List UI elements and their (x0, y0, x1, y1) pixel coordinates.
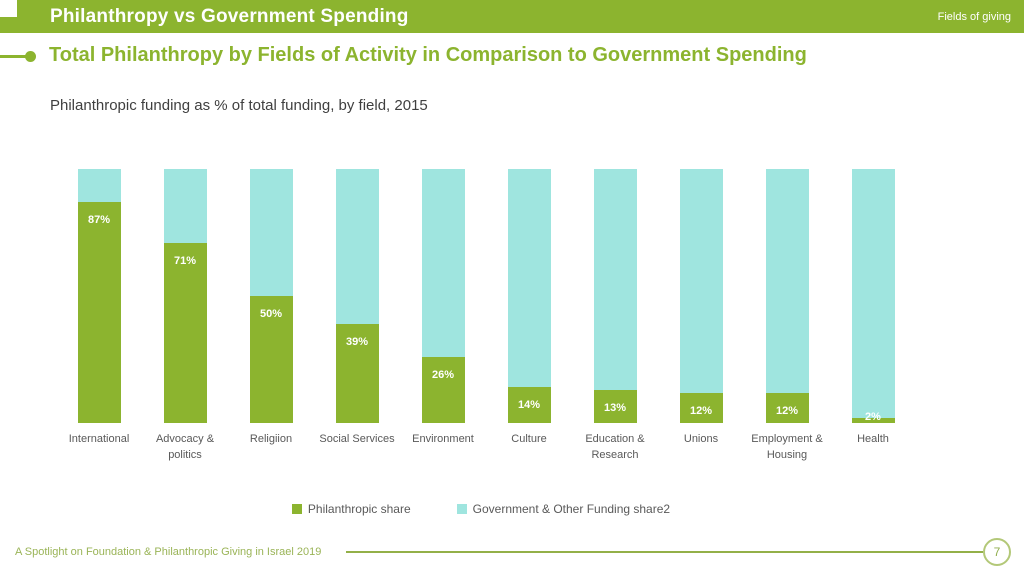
bar-column-religiion: 50% Religiion (228, 169, 314, 469)
stacked-bar-international: 87% (77, 169, 121, 423)
philanthropic-segment-culture (507, 387, 551, 423)
bar-column-education-research: 13% Education & Research (572, 169, 658, 469)
philanthropic-segment-international (77, 202, 121, 423)
bar-column-social-services: 39% Social Services (314, 169, 400, 469)
stacked-bar-advocacy-politics: 71% (163, 169, 207, 423)
value-label-advocacy-politics: 71% (173, 254, 197, 267)
category-label-education-research: Education & Research (585, 433, 645, 461)
legend-label-philanthropic: Philanthropic share (307, 502, 411, 516)
value-label-environment: 26% (431, 369, 455, 381)
category-label-health: Health (857, 433, 889, 445)
philanthropic-segment-social-services (335, 323, 379, 423)
stacked-bar-religiion: 50% (249, 169, 293, 423)
title-bullet-dot-icon (25, 51, 36, 62)
category-label-social-services: Social Services (319, 433, 395, 445)
header-bar: Philanthropy vs Government Spending Fiel… (0, 0, 1024, 33)
page-number-badge: 7 (983, 538, 1011, 566)
value-label-education-research: 13% (603, 402, 627, 414)
chart-legend: Philanthropic share Government & Other F… (0, 502, 993, 516)
header-corner-notch (0, 0, 17, 17)
stacked-bar-social-services: 39% (335, 169, 379, 423)
bar-column-unions: 12% Unions (658, 169, 744, 469)
philanthropic-segment-environment (421, 357, 465, 423)
category-label-environment: Environment (412, 433, 474, 445)
value-label-culture: 14% (517, 399, 541, 412)
philanthropic-segment-education-research (593, 390, 637, 423)
footer-source-text: A Spotlight on Foundation & Philanthropi… (15, 546, 322, 558)
category-label-religiion: Religiion (249, 433, 293, 445)
value-label-social-services: 39% (345, 335, 369, 348)
value-label-health: 2% (865, 410, 881, 423)
stacked-bar-health: 2% (851, 169, 895, 423)
page-title: Total Philanthropy by Fields of Activity… (49, 44, 807, 66)
category-label-unions: Unions (683, 433, 719, 445)
legend-item-philanthropic: Philanthropic share (291, 502, 411, 516)
stacked-bar-education-research: 13% (593, 169, 637, 423)
philanthropic-segment-unions (679, 392, 723, 423)
bar-column-international: 87% International (56, 169, 142, 469)
title-bullet-line (0, 55, 26, 58)
value-label-religiion: 50% (259, 308, 283, 320)
category-label-culture: Culture (511, 433, 547, 445)
stacked-bar-unions: 12% (679, 169, 723, 423)
value-label-employment-housing: 12% (775, 404, 799, 417)
chart-subtitle: Philanthropic funding as % of total fund… (50, 97, 428, 114)
legend-swatch-government (456, 504, 467, 514)
header-section-tag: Fields of giving (937, 10, 1011, 23)
category-label-international: International (68, 433, 130, 445)
header-title: Philanthropy vs Government Spending (50, 5, 409, 27)
philanthropic-segment-religiion (249, 296, 293, 423)
bar-column-health: 2% Health (830, 169, 916, 469)
legend-swatch-philanthropic (291, 504, 302, 514)
legend-item-government: Government & Other Funding share2 (456, 502, 671, 516)
bar-column-culture: 14% Culture (486, 169, 572, 469)
stacked-bar-employment-housing: 12% (765, 169, 809, 423)
category-label-advocacy-politics: Advocacy & politics (155, 433, 215, 461)
stacked-bar-culture: 14% (507, 169, 551, 423)
legend-label-government: Government & Other Funding share2 (472, 502, 671, 516)
category-label-employment-housing: Employment & Housing (751, 433, 823, 461)
philanthropic-segment-health (851, 417, 895, 423)
value-label-international: 87% (87, 214, 111, 226)
footer-divider-line (346, 551, 983, 553)
philanthropic-segment-employment-housing (765, 392, 809, 423)
philanthropic-segment-advocacy-politics (163, 242, 207, 423)
value-label-unions: 12% (689, 404, 713, 417)
bar-column-advocacy-politics: 71% Advocacy & politics (142, 169, 228, 469)
bar-column-environment: 26% Environment (400, 169, 486, 469)
bar-column-employment-housing: 12% Employment & Housing (744, 169, 830, 469)
plot-area: 87% International 71% Advocacy & politics 50… (56, 169, 916, 469)
stacked-bar-environment: 26% (421, 169, 465, 423)
